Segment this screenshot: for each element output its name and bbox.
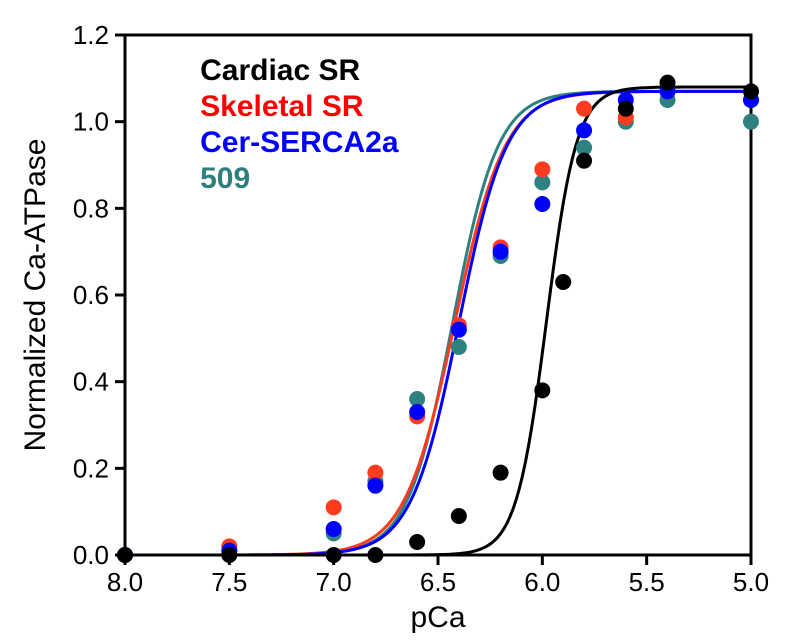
data-point [493, 244, 509, 260]
x-tick-label: 7.0 [316, 567, 352, 597]
data-point [743, 83, 759, 99]
data-point [409, 404, 425, 420]
data-point [743, 114, 759, 130]
y-axis-label: Normalized Ca-ATPase [19, 139, 52, 452]
data-point [618, 101, 634, 117]
y-tick-label: 0.4 [73, 367, 109, 397]
data-point [451, 339, 467, 355]
data-point [534, 196, 550, 212]
x-tick-label: 6.0 [524, 567, 560, 597]
legend-item: 509 [200, 162, 250, 195]
data-point [326, 547, 342, 563]
x-tick-label: 5.0 [733, 567, 769, 597]
y-tick-label: 0.0 [73, 540, 109, 570]
data-point [534, 382, 550, 398]
y-tick-label: 0.2 [73, 453, 109, 483]
data-point [660, 75, 676, 91]
chart-container: 8.0 7.5 7.0 6.5 6.0 5.5 5.0 pCa 0.0 0.2 0.4 0.6 0.8 1… [0, 0, 794, 643]
data-point [451, 322, 467, 338]
data-point [117, 547, 133, 563]
data-point [534, 161, 550, 177]
data-point [576, 101, 592, 117]
legend-item: Cardiac SR [200, 54, 360, 87]
y-tick-label: 0.6 [73, 280, 109, 310]
data-point [326, 521, 342, 537]
data-point [555, 274, 571, 290]
data-point [367, 547, 383, 563]
data-point [409, 534, 425, 550]
data-point [326, 499, 342, 515]
data-point [576, 153, 592, 169]
x-tick-label: 5.5 [629, 567, 665, 597]
x-tick-label: 6.5 [420, 567, 456, 597]
data-point [221, 547, 237, 563]
legend-item: Skeletal SR [200, 90, 364, 123]
data-point [451, 508, 467, 524]
ca-atpase-chart: 8.0 7.5 7.0 6.5 6.0 5.5 5.0 pCa 0.0 0.2 0.4 0.6 0.8 1… [0, 0, 794, 643]
legend: Cardiac SRSkeletal SRCer-SERCA2a509 [200, 54, 399, 195]
data-point [576, 122, 592, 138]
y-tick-label: 0.8 [73, 193, 109, 223]
data-point [367, 478, 383, 494]
x-axis-label: pCa [410, 601, 465, 634]
x-tick-label: 7.5 [211, 567, 247, 597]
y-tick-label: 1.0 [73, 107, 109, 137]
x-tick-label: 8.0 [107, 567, 143, 597]
data-point [493, 465, 509, 481]
y-tick-label: 1.2 [73, 20, 109, 50]
legend-item: Cer-SERCA2a [200, 126, 399, 159]
